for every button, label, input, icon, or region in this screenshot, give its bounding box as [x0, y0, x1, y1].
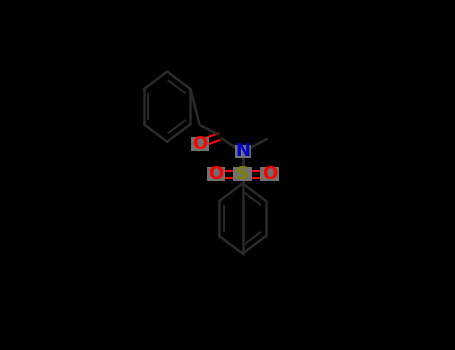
FancyBboxPatch shape [234, 145, 251, 158]
Text: S: S [236, 165, 249, 183]
Text: O: O [192, 135, 207, 153]
FancyBboxPatch shape [191, 137, 209, 151]
FancyBboxPatch shape [207, 167, 225, 181]
Text: N: N [235, 142, 250, 160]
FancyBboxPatch shape [233, 167, 253, 181]
Text: O: O [262, 165, 277, 183]
Text: O: O [208, 165, 223, 183]
FancyBboxPatch shape [260, 167, 279, 181]
